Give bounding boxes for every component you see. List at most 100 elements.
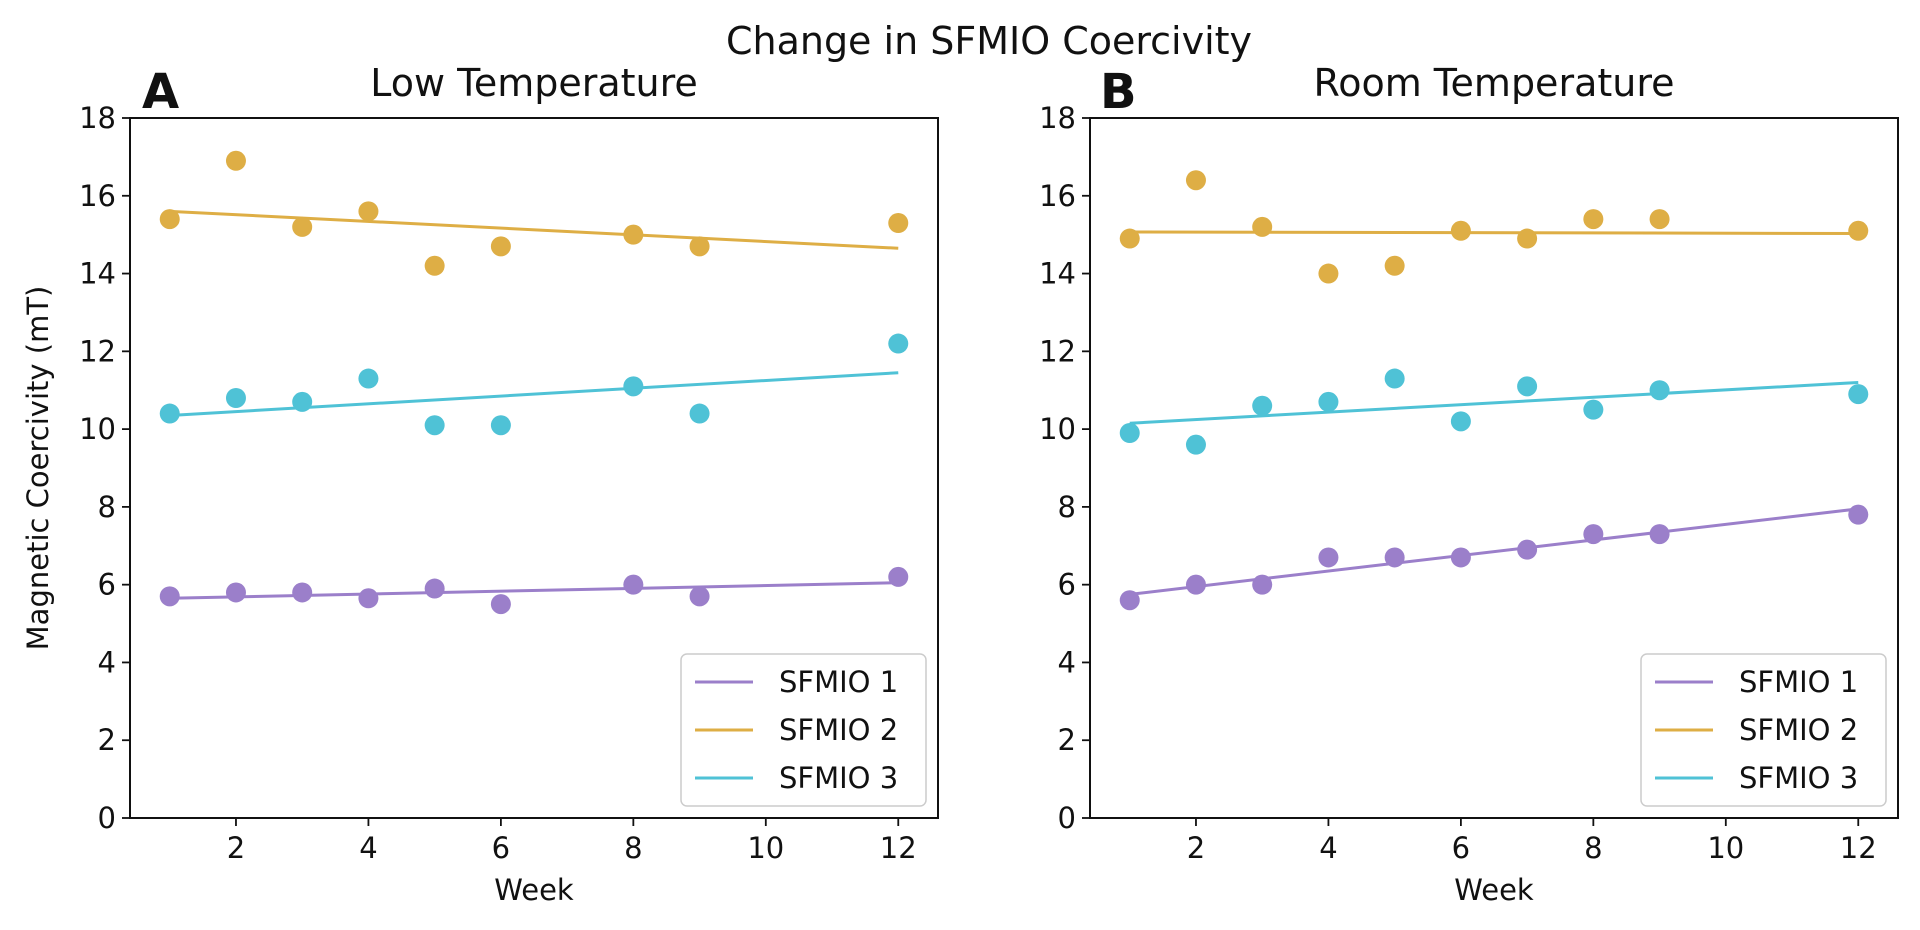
data-point-sfmio-1 [888, 567, 908, 587]
x-axis-label: Week [494, 873, 574, 907]
y-tick-label: 16 [79, 179, 116, 213]
panel-label: B [1100, 64, 1137, 120]
data-point-sfmio-2 [1650, 209, 1670, 229]
y-tick-label: 18 [1039, 101, 1076, 135]
data-point-sfmio-1 [1451, 547, 1471, 567]
y-tick-label: 0 [98, 801, 116, 835]
data-point-sfmio-3 [1318, 392, 1338, 412]
x-axis-label: Week [1454, 873, 1534, 907]
data-point-sfmio-1 [1252, 575, 1272, 595]
x-tick-label: 10 [747, 831, 784, 865]
data-point-sfmio-3 [1517, 376, 1537, 396]
legend-label: SFMIO 3 [1739, 761, 1858, 795]
data-point-sfmio-3 [623, 376, 643, 396]
y-tick-label: 14 [79, 257, 116, 291]
legend-label: SFMIO 2 [779, 713, 898, 747]
data-point-sfmio-2 [491, 236, 511, 256]
fit-line-sfmio-3 [170, 373, 899, 416]
data-point-sfmio-2 [1583, 209, 1603, 229]
data-point-sfmio-3 [1186, 435, 1206, 455]
legend-label: SFMIO 2 [1739, 713, 1858, 747]
data-point-sfmio-2 [292, 217, 312, 237]
legend-label: SFMIO 1 [779, 665, 898, 699]
figure-title: Change in SFMIO Coercivity [726, 19, 1252, 63]
data-point-sfmio-1 [1186, 575, 1206, 595]
data-point-sfmio-1 [226, 582, 246, 602]
fit-line-sfmio-1 [170, 583, 899, 599]
y-tick-label: 8 [1058, 490, 1076, 524]
y-tick-label: 18 [79, 101, 116, 135]
data-point-sfmio-2 [623, 225, 643, 245]
data-point-sfmio-1 [1848, 505, 1868, 525]
x-tick-label: 10 [1707, 831, 1744, 865]
data-point-sfmio-2 [358, 201, 378, 221]
data-point-sfmio-3 [491, 415, 511, 435]
data-point-sfmio-2 [1848, 221, 1868, 241]
legend: SFMIO 1 SFMIO 2 SFMIO 3 [1641, 654, 1886, 806]
fit-line-sfmio-3 [1130, 382, 1859, 423]
data-point-sfmio-1 [1583, 524, 1603, 544]
x-tick-label: 2 [1187, 831, 1205, 865]
data-point-sfmio-2 [1186, 170, 1206, 190]
data-point-sfmio-1 [690, 586, 710, 606]
data-point-sfmio-1 [160, 586, 180, 606]
data-point-sfmio-1 [1385, 547, 1405, 567]
chart-svg: Change in SFMIO Coercivity A Low Temperat… [0, 0, 1920, 926]
data-point-sfmio-3 [1385, 369, 1405, 389]
data-point-sfmio-3 [292, 392, 312, 412]
y-tick-label: 10 [1039, 412, 1076, 446]
data-point-sfmio-1 [1318, 547, 1338, 567]
legend-label: SFMIO 1 [1739, 665, 1858, 699]
data-point-sfmio-2 [888, 213, 908, 233]
data-point-sfmio-3 [226, 388, 246, 408]
x-tick-label: 6 [492, 831, 510, 865]
panel-a: A Low Temperature 0 2 4 6 8 10 12 14 16 18 2 4 6 8 10 12 W… [21, 61, 938, 907]
x-tick-label: 6 [1452, 831, 1470, 865]
x-tick-label: 12 [1840, 831, 1877, 865]
x-tick-label: 8 [1584, 831, 1602, 865]
panel-title: Room Temperature [1314, 61, 1675, 105]
data-point-sfmio-3 [1583, 400, 1603, 420]
data-point-sfmio-2 [1385, 256, 1405, 276]
fit-line-sfmio-1 [1130, 509, 1859, 595]
data-point-sfmio-1 [425, 579, 445, 599]
data-point-sfmio-3 [1451, 411, 1471, 431]
y-axis-label: Magnetic Coercivity (mT) [21, 286, 55, 651]
data-point-sfmio-2 [1517, 229, 1537, 249]
panel-title: Low Temperature [370, 61, 698, 105]
fit-line-sfmio-2 [1130, 232, 1859, 234]
y-tick-label: 14 [1039, 257, 1076, 291]
y-tick-label: 2 [98, 723, 116, 757]
x-tick-label: 8 [624, 831, 642, 865]
y-tick-label: 8 [98, 490, 116, 524]
data-point-sfmio-1 [1517, 540, 1537, 560]
data-point-sfmio-1 [292, 582, 312, 602]
data-point-sfmio-3 [160, 404, 180, 424]
x-tick-label: 12 [880, 831, 917, 865]
fit-line-sfmio-2 [170, 211, 899, 248]
x-tick-label: 2 [227, 831, 245, 865]
y-tick-label: 12 [79, 334, 116, 368]
x-tick-label: 4 [359, 831, 377, 865]
y-tick-label: 4 [98, 645, 116, 679]
data-point-sfmio-3 [888, 334, 908, 354]
y-tick-label: 16 [1039, 179, 1076, 213]
panel-b: B Room Temperature 0 2 4 6 8 10 12 14 16 18 2 4 6 8 10 12… [1039, 61, 1898, 907]
data-point-sfmio-2 [1120, 229, 1140, 249]
data-point-sfmio-2 [226, 151, 246, 171]
x-tick-label: 4 [1319, 831, 1337, 865]
data-point-sfmio-3 [1120, 423, 1140, 443]
data-point-sfmio-3 [425, 415, 445, 435]
y-tick-label: 10 [79, 412, 116, 446]
y-tick-label: 6 [98, 568, 116, 602]
legend-label: SFMIO 3 [779, 761, 898, 795]
data-point-sfmio-1 [358, 588, 378, 608]
panel-label: A [142, 64, 179, 120]
legend: SFMIO 1 SFMIO 2 SFMIO 3 [681, 654, 926, 806]
data-point-sfmio-1 [623, 575, 643, 595]
y-tick-label: 6 [1058, 568, 1076, 602]
y-tick-label: 0 [1058, 801, 1076, 835]
data-point-sfmio-3 [690, 404, 710, 424]
data-point-sfmio-2 [425, 256, 445, 276]
y-tick-label: 4 [1058, 645, 1076, 679]
